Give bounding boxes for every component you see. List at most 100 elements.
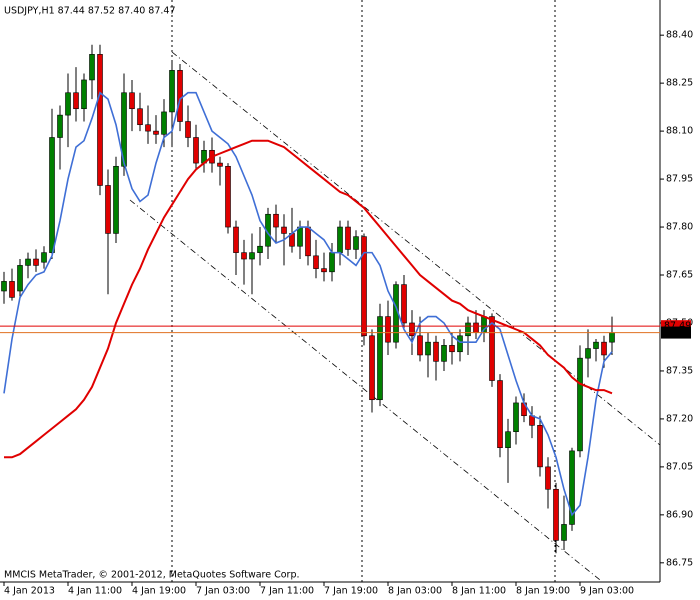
candle-body	[257, 245, 263, 253]
candle-body	[353, 236, 359, 250]
y-tick-label: 87.20	[666, 413, 693, 424]
candle-body	[121, 92, 127, 167]
x-tick-label: 8 Jan 11:00	[452, 586, 506, 597]
candle-body	[361, 236, 367, 337]
candle-body	[105, 185, 111, 234]
candle-body	[225, 165, 231, 228]
candle-body	[465, 322, 471, 337]
candle-body	[137, 108, 143, 126]
candle-body	[153, 130, 159, 135]
candle-body	[329, 252, 335, 273]
candle-body	[513, 402, 519, 433]
candle-body	[417, 335, 423, 356]
candle-body	[433, 341, 439, 362]
x-tick-label: 8 Jan 19:00	[516, 586, 570, 597]
y-tick-label: 87.35	[666, 365, 693, 376]
candle-body	[545, 466, 551, 490]
candle-body	[553, 488, 559, 541]
candle-body	[601, 341, 607, 356]
candle-body	[321, 268, 327, 273]
candle-body	[401, 284, 407, 324]
candle-body	[449, 345, 455, 353]
candle-body	[585, 348, 591, 359]
candle-body	[425, 341, 431, 356]
candle-body	[385, 316, 391, 343]
y-tick-label: 86.90	[666, 509, 693, 520]
candle-body	[249, 252, 255, 260]
candle-body	[169, 70, 175, 113]
plot-layer	[1, 0, 661, 582]
candle-body	[193, 137, 199, 164]
candle-body	[609, 332, 615, 343]
candle-body	[241, 252, 247, 260]
candle-body	[65, 92, 71, 116]
candle-body	[41, 252, 47, 263]
candle-body	[233, 226, 239, 253]
y-tick-label: 88.25	[666, 78, 693, 89]
price-label-box	[661, 326, 691, 339]
y-tick-label: 86.75	[666, 557, 693, 568]
candle-body	[457, 335, 463, 353]
x-tick-label: 4 Jan 11:00	[68, 586, 122, 597]
candle-body	[185, 121, 191, 138]
candle-body	[217, 162, 223, 167]
candle-body	[297, 226, 303, 247]
candle-body	[73, 92, 79, 110]
candle-body	[505, 431, 511, 448]
candle-body	[273, 213, 279, 228]
candle-body	[569, 450, 575, 525]
candle-body	[345, 226, 351, 250]
candle-body	[17, 265, 23, 292]
candle-body	[89, 54, 95, 81]
candle-body	[33, 258, 39, 266]
x-tick-label: 7 Jan 03:00	[196, 586, 250, 597]
candle-body	[81, 79, 87, 110]
y-tick-label: 87.95	[666, 174, 693, 185]
candle-body	[441, 345, 447, 362]
candle-body	[145, 124, 151, 132]
candle-body	[369, 335, 375, 401]
candle-body	[409, 322, 415, 337]
candle-body	[313, 255, 319, 269]
y-tick-label: 88.10	[666, 126, 693, 137]
candle-body	[161, 111, 167, 135]
candle-body	[129, 92, 135, 110]
y-tick-label: 87.80	[666, 222, 693, 233]
channel-line	[129, 199, 601, 581]
candle-body	[305, 226, 311, 257]
candle-body	[593, 341, 599, 349]
candle-body	[473, 322, 479, 333]
moving-average	[4, 139, 613, 459]
candle-body	[57, 114, 63, 138]
candle-body	[1, 281, 7, 292]
y-tick-label: 88.40	[666, 30, 693, 41]
candle-body	[497, 380, 503, 448]
x-tick-label: 4 Jan 19:00	[132, 586, 186, 597]
price-label: 87.47	[664, 327, 691, 338]
moving-average	[3, 91, 613, 517]
candle-body	[25, 258, 31, 266]
x-tick-label: 8 Jan 03:00	[388, 586, 442, 597]
x-tick-label: 4 Jan 2013	[4, 586, 55, 597]
x-tick-label: 7 Jan 19:00	[324, 586, 378, 597]
x-tick-label: 7 Jan 11:00	[260, 586, 314, 597]
candle-body	[49, 137, 55, 253]
candle-body	[113, 165, 119, 234]
candle-body	[337, 226, 343, 253]
chart-title: USDJPY,H1 87.44 87.52 87.40 87.47	[4, 6, 176, 17]
candle-body	[489, 316, 495, 381]
y-tick-label: 87.65	[666, 270, 693, 281]
candle-body	[537, 425, 543, 468]
candle-body	[561, 524, 567, 541]
candle-body	[281, 226, 287, 234]
candle-body	[9, 281, 15, 298]
candle-body	[97, 54, 103, 186]
candle-body	[377, 316, 383, 401]
y-tick-label: 87.05	[666, 461, 693, 472]
price-label: 87.49	[664, 321, 691, 332]
x-tick-label: 9 Jan 03:00	[580, 586, 634, 597]
footer: MMCIS MetaTrader, © 2001-2012, MetaQuote…	[4, 570, 300, 581]
candle-body	[177, 70, 183, 122]
